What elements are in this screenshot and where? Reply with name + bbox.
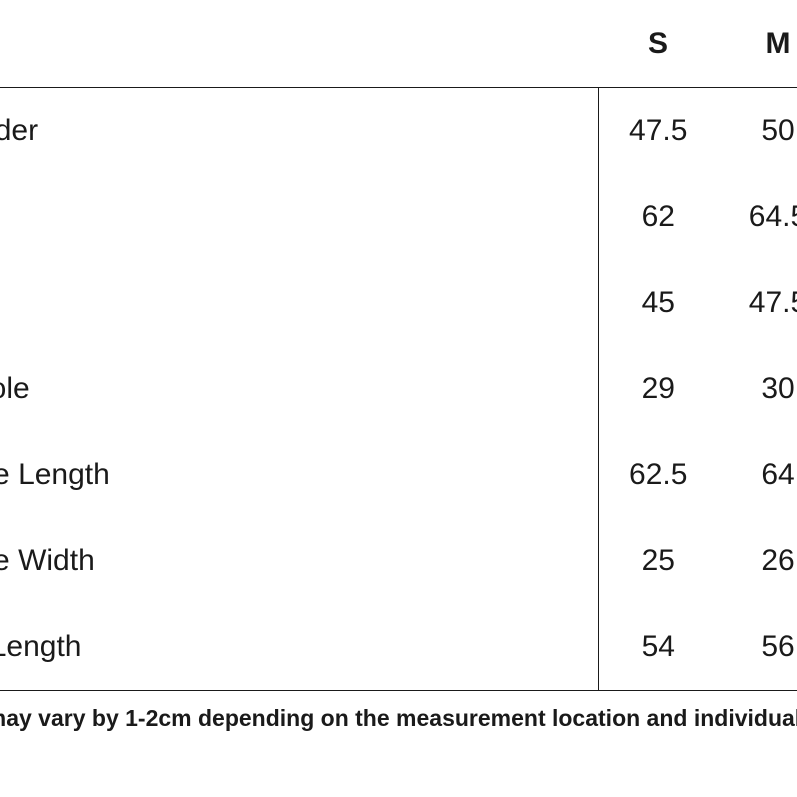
row-value-s: 29 bbox=[598, 346, 718, 432]
row-label: Chest bbox=[0, 174, 598, 260]
footnote-text: * Size may vary by 1-2cm depending on th… bbox=[0, 691, 797, 732]
row-value-s: 47.5 bbox=[598, 88, 718, 175]
row-label: Armhole bbox=[0, 346, 598, 432]
header-size-label: SIZE bbox=[0, 0, 598, 88]
row-value-m: 64 bbox=[718, 432, 797, 518]
row-label: Sleeve Width bbox=[0, 518, 598, 604]
row-label: Total Length bbox=[0, 604, 598, 691]
table-row: Armhole 29 30 bbox=[0, 346, 797, 432]
header-size-m: M bbox=[718, 0, 797, 88]
row-value-s: 25 bbox=[598, 518, 718, 604]
table-row: Hem 45 47.5 bbox=[0, 260, 797, 346]
table-row: Sleeve Width 25 26 bbox=[0, 518, 797, 604]
row-value-s: 54 bbox=[598, 604, 718, 691]
row-label: Shoulder bbox=[0, 88, 598, 175]
table-row: Shoulder 47.5 50 bbox=[0, 88, 797, 175]
row-value-s: 62.5 bbox=[598, 432, 718, 518]
row-value-s: 62 bbox=[598, 174, 718, 260]
row-value-s: 45 bbox=[598, 260, 718, 346]
table-row: Sleeve Length 62.5 64 bbox=[0, 432, 797, 518]
row-value-m: 56 bbox=[718, 604, 797, 691]
table-header-row: SIZE S M bbox=[0, 0, 797, 88]
size-table: SIZE S M Shoulder 47.5 50 Chest 62 64.5 … bbox=[0, 0, 797, 691]
table-row: Total Length 54 56 bbox=[0, 604, 797, 691]
row-label: Hem bbox=[0, 260, 598, 346]
header-size-s: S bbox=[598, 0, 718, 88]
table-row: Chest 62 64.5 bbox=[0, 174, 797, 260]
row-value-m: 64.5 bbox=[718, 174, 797, 260]
row-value-m: 26 bbox=[718, 518, 797, 604]
row-value-m: 47.5 bbox=[718, 260, 797, 346]
row-value-m: 50 bbox=[718, 88, 797, 175]
row-value-m: 30 bbox=[718, 346, 797, 432]
row-label: Sleeve Length bbox=[0, 432, 598, 518]
